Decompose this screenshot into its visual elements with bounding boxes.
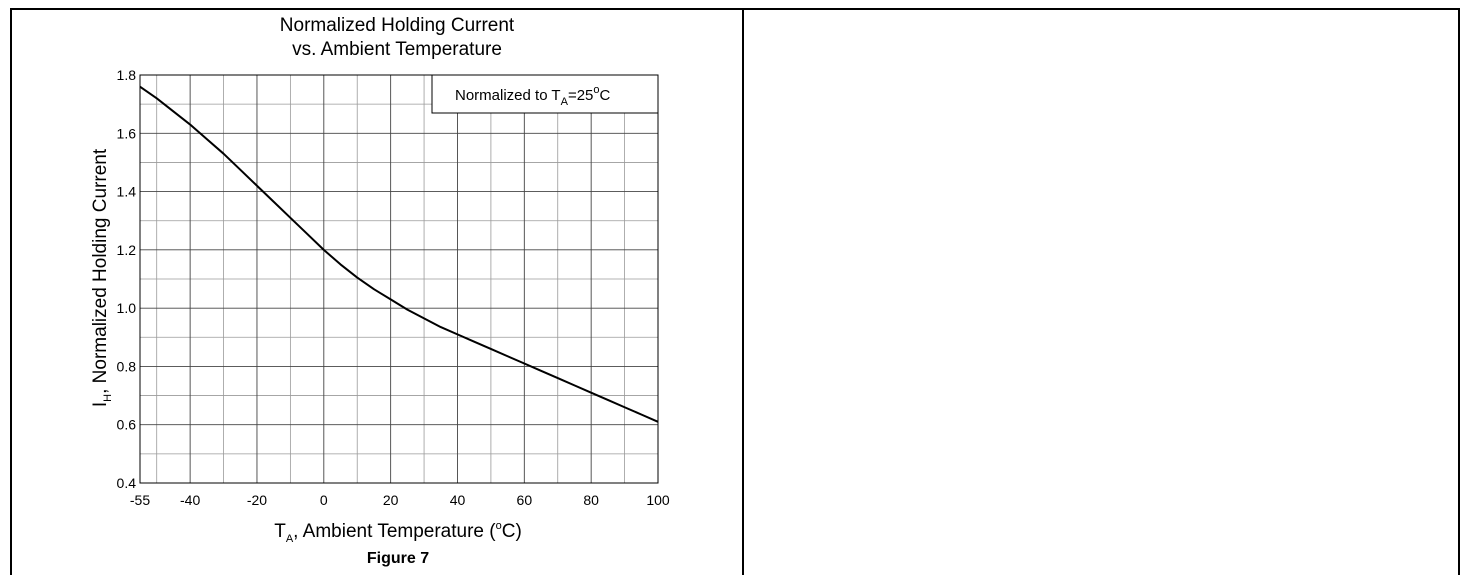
x-tick-label: 20 — [383, 492, 399, 508]
series-line — [139, 85, 659, 423]
y-tick-label: 1.6 — [117, 125, 137, 141]
x-tick-label: 40 — [450, 492, 466, 508]
legend-text: Normalized to TA=25oC — [455, 84, 611, 108]
legend-subscript: A — [561, 96, 569, 108]
y-axis-symbol: I — [90, 402, 111, 407]
chart-title-line2: vs. Ambient Temperature — [292, 39, 502, 60]
legend-frame — [431, 74, 659, 114]
table-column-divider — [742, 8, 744, 575]
x-tick-label: 0 — [320, 492, 328, 508]
y-tick-label: 1.4 — [117, 184, 137, 200]
minor-grid — [140, 75, 658, 483]
y-tick-label: 1.0 — [117, 300, 137, 316]
figure-label: Figure 7 — [367, 550, 429, 567]
y-axis-label: IH, Normalized Holding Current — [90, 148, 114, 407]
x-axis-degree: o — [496, 520, 502, 532]
x-tick-label: -40 — [180, 492, 200, 508]
x-tick-label: 60 — [517, 492, 533, 508]
y-tick-label: 1.8 — [117, 67, 137, 83]
x-tick-label: 100 — [646, 492, 670, 508]
x-tick-label: 80 — [583, 492, 599, 508]
table-frame — [10, 8, 1460, 575]
y-tick-label: 1.2 — [117, 242, 137, 258]
x-axis-subscript: A — [286, 533, 294, 545]
y-tick-label: 0.4 — [117, 475, 137, 491]
x-axis-unit: C) — [502, 521, 522, 542]
x-tick-labels: -55 -40 -20 0 20 40 60 80 100 — [130, 492, 670, 508]
y-tick-label: 0.8 — [117, 358, 137, 374]
series-group — [139, 85, 659, 423]
legend-unit: C — [600, 87, 611, 104]
y-tick-label: 0.6 — [117, 417, 137, 433]
legend-degree: o — [593, 84, 599, 96]
legend-prefix: Normalized to T — [455, 87, 561, 104]
y-axis-subscript: H — [102, 394, 114, 402]
plot-frame — [139, 74, 659, 484]
x-tick-label: -55 — [130, 492, 150, 508]
legend-box: Normalized to TA=25oC — [431, 74, 659, 114]
legend-value: =25 — [568, 87, 593, 104]
x-tick-label: -20 — [247, 492, 267, 508]
x-axis-symbol: T — [274, 521, 286, 542]
y-axis-text: , Normalized Holding Current — [90, 148, 111, 394]
y-tick-labels: 0.4 0.6 0.8 1.0 1.2 1.4 1.6 1.8 — [117, 67, 137, 491]
x-axis-text: , Ambient Temperature ( — [293, 521, 496, 542]
chart-title-line1: Normalized Holding Current — [280, 15, 515, 36]
x-axis-label: TA, Ambient Temperature (oC) — [274, 520, 522, 545]
